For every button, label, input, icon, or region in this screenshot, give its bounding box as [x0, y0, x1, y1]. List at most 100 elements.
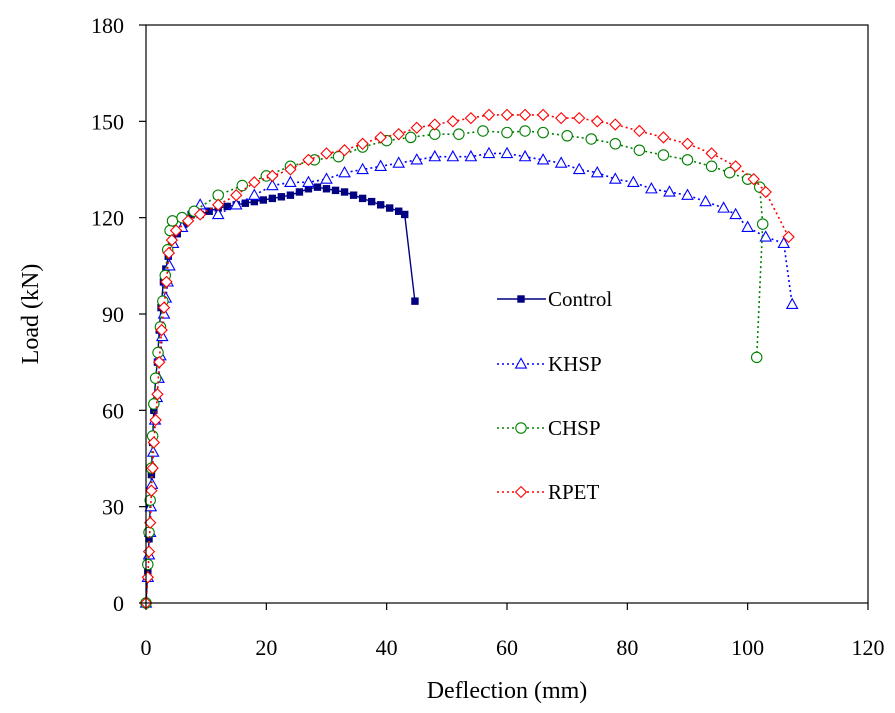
data-point-khsp: [266, 178, 279, 191]
data-point-control: [268, 194, 277, 203]
data-point-rpet: [536, 108, 550, 122]
data-point-rpet: [759, 185, 772, 199]
data-point-control: [376, 201, 385, 209]
legend-item-khsp: KHSP: [497, 352, 602, 376]
data-point-khsp: [777, 236, 791, 249]
data-point-khsp: [663, 185, 676, 197]
data-point-khsp: [392, 156, 406, 168]
x-tick-label: 100: [731, 635, 764, 660]
data-point-control: [331, 186, 340, 195]
data-point-khsp: [608, 172, 622, 184]
data-point-rpet: [146, 461, 159, 475]
data-point-khsp: [741, 220, 755, 232]
data-point-chsp: [633, 144, 646, 156]
data-point-rpet: [248, 176, 261, 189]
data-point-rpet: [657, 131, 670, 144]
data-point-khsp: [759, 230, 773, 242]
data-point-control: [340, 188, 349, 196]
data-point-chsp: [477, 125, 489, 137]
data-point-control: [241, 199, 249, 207]
data-point-rpet: [230, 189, 243, 202]
data-point-rpet: [151, 388, 164, 401]
data-point-rpet: [356, 137, 369, 150]
data-point-khsp: [627, 175, 640, 187]
data-point-khsp: [374, 159, 387, 171]
data-point-khsp: [518, 149, 532, 162]
series-line-khsp: [145, 152, 793, 604]
data-point-rpet: [392, 127, 405, 141]
data-point-khsp: [717, 201, 730, 213]
data-point-khsp: [320, 172, 333, 184]
data-point-control: [277, 193, 286, 201]
data-point-control: [349, 191, 358, 199]
data-point-rpet: [162, 246, 176, 260]
data-point-rpet: [500, 108, 514, 122]
data-point-control: [367, 197, 376, 206]
legend: Control KHSP CHSP RPET: [497, 287, 612, 504]
x-tick-label: 80: [616, 635, 638, 660]
data-point-khsp: [554, 156, 568, 168]
data-point-khsp: [645, 182, 658, 194]
data-point-rpet: [482, 108, 496, 122]
data-point-khsp: [410, 153, 424, 165]
data-point-control: [358, 194, 367, 203]
data-point-chsp: [609, 138, 622, 150]
y-tick-label: 90: [102, 302, 124, 327]
data-point-chsp: [453, 128, 465, 140]
data-point-rpet: [705, 147, 718, 160]
x-tick-label: 20: [255, 635, 277, 660]
data-point-chsp: [537, 126, 549, 139]
data-point-rpet: [729, 160, 742, 173]
data-point-chsp: [404, 131, 417, 144]
data-point-rpet: [338, 144, 351, 157]
data-point-rpet: [266, 169, 279, 183]
data-point-khsp: [302, 175, 315, 187]
data-point-control: [286, 191, 295, 199]
data-point-khsp: [446, 149, 460, 162]
data-point-chsp: [142, 558, 154, 571]
data-point-rpet: [149, 413, 162, 427]
data-point-rpet: [169, 224, 183, 237]
data-point-control: [322, 185, 331, 193]
series-line-control: [145, 186, 416, 604]
x-tick-label: 40: [376, 635, 398, 660]
y-tick-label: 120: [91, 206, 124, 231]
data-point-chsp: [149, 372, 162, 384]
data-point-chsp: [501, 126, 513, 139]
data-point-control: [411, 297, 419, 305]
data-point-rpet: [157, 301, 171, 314]
data-point-chsp: [561, 130, 573, 142]
data-point-rpet: [212, 198, 225, 212]
data-point-khsp: [229, 198, 243, 210]
legend-marker-khsp: [514, 357, 528, 369]
data-point-chsp: [657, 149, 670, 161]
legend-label-control: Control: [548, 287, 612, 311]
y-tick-label: 0: [113, 591, 124, 616]
data-point-khsp: [572, 162, 586, 175]
x-tick-label: 120: [852, 635, 885, 660]
legend-marker-rpet: [514, 485, 528, 499]
legend-item-control: Control: [497, 287, 612, 311]
data-point-rpet: [573, 111, 586, 125]
data-point-chsp: [681, 154, 694, 166]
data-point-chsp: [152, 346, 164, 359]
data-point-khsp: [428, 149, 442, 162]
data-point-rpet: [633, 124, 646, 138]
y-tick-label: 60: [102, 398, 124, 423]
data-point-khsp: [681, 188, 694, 200]
data-point-control: [395, 207, 403, 215]
data-point-control: [259, 196, 268, 204]
legend-label-rpet: RPET: [548, 480, 600, 504]
data-point-rpet: [155, 323, 168, 337]
legend-marker-chsp: [515, 422, 527, 434]
y-tick-label: 30: [102, 495, 124, 520]
data-point-khsp: [729, 207, 742, 220]
data-point-rpet: [147, 436, 160, 449]
data-point-rpet: [782, 230, 795, 244]
data-point-khsp: [500, 146, 514, 159]
data-point-rpet: [302, 153, 315, 167]
data-point-rpet: [165, 233, 179, 247]
series-control: [142, 183, 419, 607]
data-point-rpet: [284, 163, 297, 176]
